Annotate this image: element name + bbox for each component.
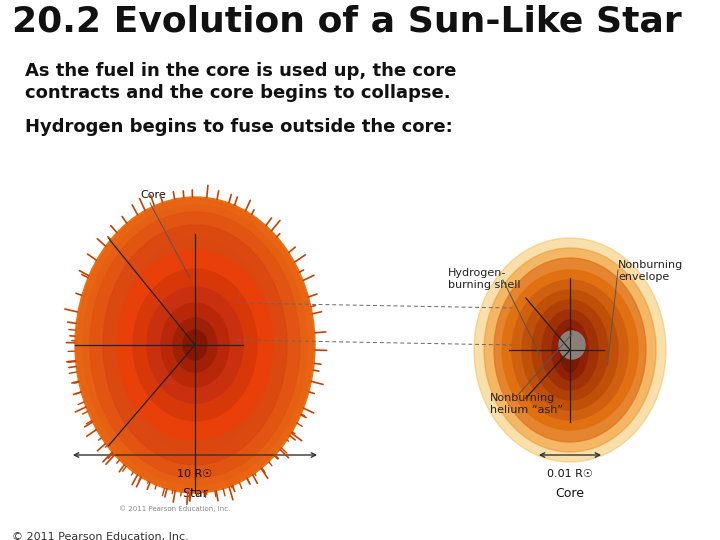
Ellipse shape <box>83 205 307 485</box>
Ellipse shape <box>532 300 608 400</box>
Ellipse shape <box>484 248 656 452</box>
Ellipse shape <box>494 258 646 442</box>
Ellipse shape <box>559 331 585 359</box>
Ellipse shape <box>474 238 666 462</box>
Ellipse shape <box>133 269 257 421</box>
Ellipse shape <box>117 237 273 453</box>
Text: Hydrogen begins to fuse outside the core:: Hydrogen begins to fuse outside the core… <box>25 118 453 136</box>
Text: Nonburning
helium “ash”: Nonburning helium “ash” <box>490 393 563 415</box>
Text: © 2011 Pearson Education, Inc.: © 2011 Pearson Education, Inc. <box>120 505 230 512</box>
Ellipse shape <box>75 197 315 493</box>
Ellipse shape <box>90 212 300 478</box>
Ellipse shape <box>502 270 638 430</box>
Text: Hydrogen-
burning shell: Hydrogen- burning shell <box>448 268 521 291</box>
Ellipse shape <box>161 303 229 387</box>
Ellipse shape <box>157 279 233 411</box>
Text: Star: Star <box>182 487 208 500</box>
Ellipse shape <box>93 215 297 475</box>
Ellipse shape <box>183 330 207 360</box>
Text: Core: Core <box>140 190 166 200</box>
Ellipse shape <box>143 264 247 426</box>
Text: 0.01 R☉: 0.01 R☉ <box>547 469 593 479</box>
Ellipse shape <box>117 250 273 440</box>
Ellipse shape <box>512 280 628 420</box>
Text: 20.2 Evolution of a Sun-Like Star: 20.2 Evolution of a Sun-Like Star <box>12 5 682 39</box>
Ellipse shape <box>147 287 243 403</box>
Text: Core: Core <box>556 487 585 500</box>
Ellipse shape <box>552 320 588 380</box>
Ellipse shape <box>522 290 618 410</box>
Text: Nonburning
envelope: Nonburning envelope <box>618 260 683 282</box>
Ellipse shape <box>105 227 285 463</box>
Ellipse shape <box>560 328 580 372</box>
Text: 10 R☉: 10 R☉ <box>177 469 212 479</box>
Text: © 2011 Pearson Education, Inc.: © 2011 Pearson Education, Inc. <box>12 532 189 540</box>
Ellipse shape <box>130 251 260 439</box>
Ellipse shape <box>103 225 287 465</box>
Text: As the fuel in the core is used up, the core: As the fuel in the core is used up, the … <box>25 62 456 80</box>
Text: contracts and the core begins to collapse.: contracts and the core begins to collaps… <box>25 84 451 102</box>
Ellipse shape <box>170 292 220 398</box>
Ellipse shape <box>542 310 598 390</box>
Ellipse shape <box>181 304 209 386</box>
Ellipse shape <box>77 199 313 491</box>
Ellipse shape <box>173 318 217 372</box>
